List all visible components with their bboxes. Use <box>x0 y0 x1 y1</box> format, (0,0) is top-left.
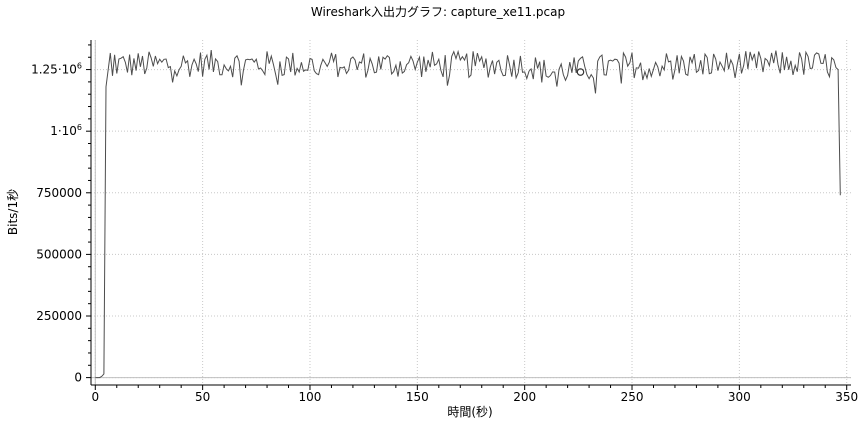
series-layer <box>95 49 841 379</box>
y-tick-label: 0 <box>74 371 82 385</box>
y-axis: 0 250000 500000 750000 1·106 1.25·106 <box>31 44 91 385</box>
x-tick-label: 100 <box>299 390 322 404</box>
x-axis: 0 50 100 150 200 250 300 350 <box>91 385 858 404</box>
selected-point-marker <box>576 68 585 76</box>
series-line <box>95 49 841 379</box>
grid-lines <box>91 40 851 385</box>
y-tick-label: 500000 <box>36 247 82 261</box>
x-axis-label: 時間(秒) <box>447 405 492 419</box>
x-tick-label: 200 <box>513 390 536 404</box>
plot-axes <box>90 40 851 386</box>
x-tick-label: 150 <box>406 390 429 404</box>
y-tick-label: 1·106 <box>50 123 82 138</box>
y-axis-label: Bits/1秒 <box>6 189 20 235</box>
x-tick-label: 250 <box>621 390 644 404</box>
y-tick-label: 250000 <box>36 309 82 323</box>
x-tick-label: 350 <box>835 390 858 404</box>
x-tick-label: 50 <box>195 390 210 404</box>
chart-title: Wireshark入出力グラフ: capture_xe11.pcap <box>311 5 565 19</box>
y-tick-label: 750000 <box>36 186 82 200</box>
x-tick-label: 300 <box>728 390 751 404</box>
x-tick-label: 0 <box>91 390 99 404</box>
y-tick-label: 1.25·106 <box>31 62 82 77</box>
